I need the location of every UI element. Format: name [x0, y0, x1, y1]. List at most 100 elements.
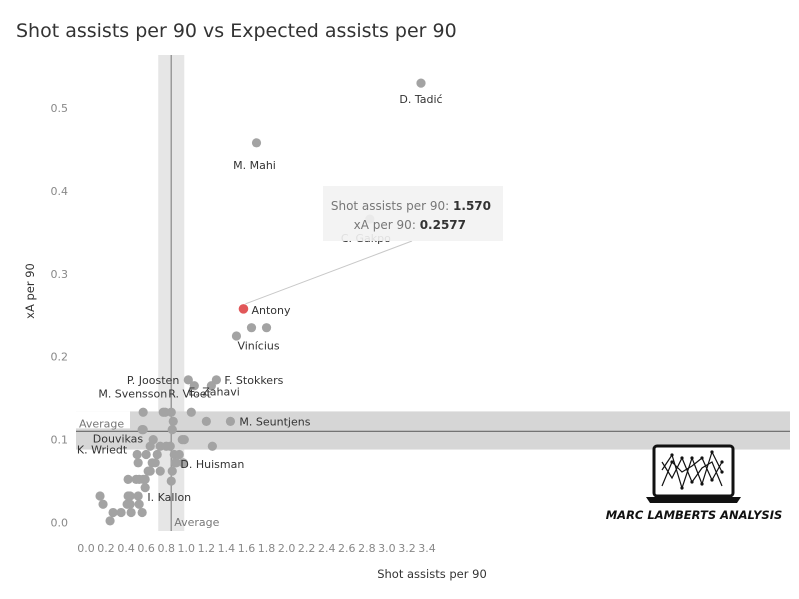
data-point[interactable] [416, 78, 426, 88]
data-point[interactable] [152, 449, 162, 460]
x-tick-label: 2.0 [278, 542, 296, 555]
data-point[interactable] [150, 458, 160, 468]
point-label: M. Seuntjens [239, 415, 310, 428]
point-label: Antony [251, 304, 291, 317]
tooltip-y-label: xA per 90: [354, 218, 416, 232]
y-tick-label: 0.1 [51, 434, 69, 447]
data-point[interactable] [132, 449, 142, 460]
laptop-chart-icon [646, 444, 741, 503]
x-tick-label: 3.2 [398, 542, 416, 555]
tooltip-x-value: 1.570 [453, 199, 491, 213]
x-tick-label: 0.6 [137, 542, 155, 555]
x-average-label: Average [174, 516, 219, 529]
watermark-text: MARC LAMBERTS ANALYSIS [606, 508, 783, 522]
point-label: K. Wriedt [77, 444, 128, 457]
data-point[interactable] [246, 323, 257, 333]
x-tick-label: 0.0 [77, 542, 95, 555]
x-tick-label: 3.0 [378, 542, 396, 555]
tooltip: Shot assists per 90: 1.570 xA per 90: 0.… [245, 186, 503, 305]
y-tick-label: 0.3 [51, 268, 69, 281]
tooltip-y-row: xA per 90: 0.2577 [354, 218, 466, 232]
data-point[interactable] [189, 381, 199, 391]
data-point[interactable] [183, 375, 193, 385]
y-axis-title: xA per 90 [23, 263, 37, 319]
data-point[interactable] [166, 476, 176, 486]
data-point[interactable] [123, 474, 133, 484]
x-tick-label: 1.6 [238, 542, 256, 555]
data-point[interactable] [140, 483, 150, 493]
y-average-label-bg [76, 411, 130, 429]
axis-ticks: 0.0 0.2 0.4 0.6 0.8 1.0 1.2 1.4 1.6 1.8 2.0 2.2 2.4 2… [51, 102, 436, 555]
data-point[interactable] [201, 416, 211, 426]
x-axis-title: Shot assists per 90 [377, 567, 487, 581]
data-point[interactable] [98, 499, 108, 509]
x-tick-label: 1.2 [198, 542, 216, 555]
data-point[interactable] [148, 435, 158, 445]
data-point[interactable] [170, 458, 180, 468]
data-point[interactable] [140, 474, 150, 484]
data-point[interactable] [105, 516, 115, 526]
data-point[interactable] [231, 331, 242, 341]
data-point[interactable] [166, 407, 176, 417]
data-point[interactable] [251, 138, 262, 148]
data-point[interactable] [167, 425, 177, 435]
point-label: Douvikas [93, 433, 144, 446]
point-label: Vinícius [237, 340, 279, 353]
x-tick-label: 1.0 [178, 542, 196, 555]
y-tick-label: 0.4 [51, 185, 69, 198]
data-point[interactable] [138, 425, 148, 435]
data-point[interactable] [167, 466, 177, 476]
data-point[interactable] [207, 441, 217, 451]
point-label: M. Svensson [98, 387, 167, 400]
data-point[interactable] [141, 449, 151, 460]
y-average-label: Average [79, 417, 124, 430]
data-point[interactable] [178, 458, 188, 468]
data-point[interactable] [95, 491, 105, 501]
point-label: D. Huisman [180, 458, 244, 471]
data-point[interactable] [155, 466, 165, 476]
data-point[interactable] [174, 449, 184, 460]
y-tick-label: 0.2 [51, 351, 69, 364]
x-tick-label: 2.8 [358, 542, 376, 555]
data-point[interactable] [133, 491, 143, 501]
data-point[interactable] [261, 323, 272, 333]
point-label: F. Stokkers [224, 374, 283, 387]
data-point[interactable] [125, 491, 135, 501]
point-label: P. Joosten [127, 374, 179, 387]
x-tick-label: 2.4 [318, 542, 336, 555]
data-point[interactable] [138, 407, 148, 417]
data-point[interactable] [126, 507, 136, 518]
data-point[interactable] [179, 435, 189, 445]
tooltip-pointer-line [245, 240, 413, 305]
data-point[interactable] [186, 407, 196, 417]
data-point[interactable] [133, 458, 143, 468]
y-average-band [76, 411, 790, 450]
x-tick-label: 2.6 [338, 542, 356, 555]
data-point[interactable] [137, 507, 147, 518]
point-label: R. Vloet [168, 387, 211, 400]
data-point[interactable] [168, 416, 178, 426]
data-point[interactable] [108, 507, 118, 518]
tooltip-box [323, 186, 503, 241]
tooltip-x-label: Shot assists per 90: [331, 199, 449, 213]
highlighted-point[interactable] [238, 304, 249, 314]
marc-lamberts-logo: MARC LAMBERTS ANALYSIS [606, 444, 783, 522]
data-point[interactable] [206, 381, 216, 391]
y-tick-label: 0.5 [51, 102, 69, 115]
y-tick-label: 0.0 [51, 517, 69, 530]
point-label: E. Zahavi [188, 386, 240, 399]
point-label: M. Mahi [233, 159, 276, 172]
x-tick-label: 1.4 [218, 542, 236, 555]
data-point[interactable] [116, 507, 126, 518]
data-point[interactable] [145, 466, 155, 476]
data-point[interactable] [225, 416, 236, 426]
data-points[interactable] [95, 78, 426, 526]
x-tick-label: 3.4 [418, 542, 436, 555]
data-point[interactable] [125, 499, 135, 509]
x-tick-label: 0.2 [97, 542, 115, 555]
data-point[interactable] [165, 441, 175, 451]
tooltip-y-value: 0.2577 [420, 218, 466, 232]
data-point[interactable] [134, 499, 144, 509]
